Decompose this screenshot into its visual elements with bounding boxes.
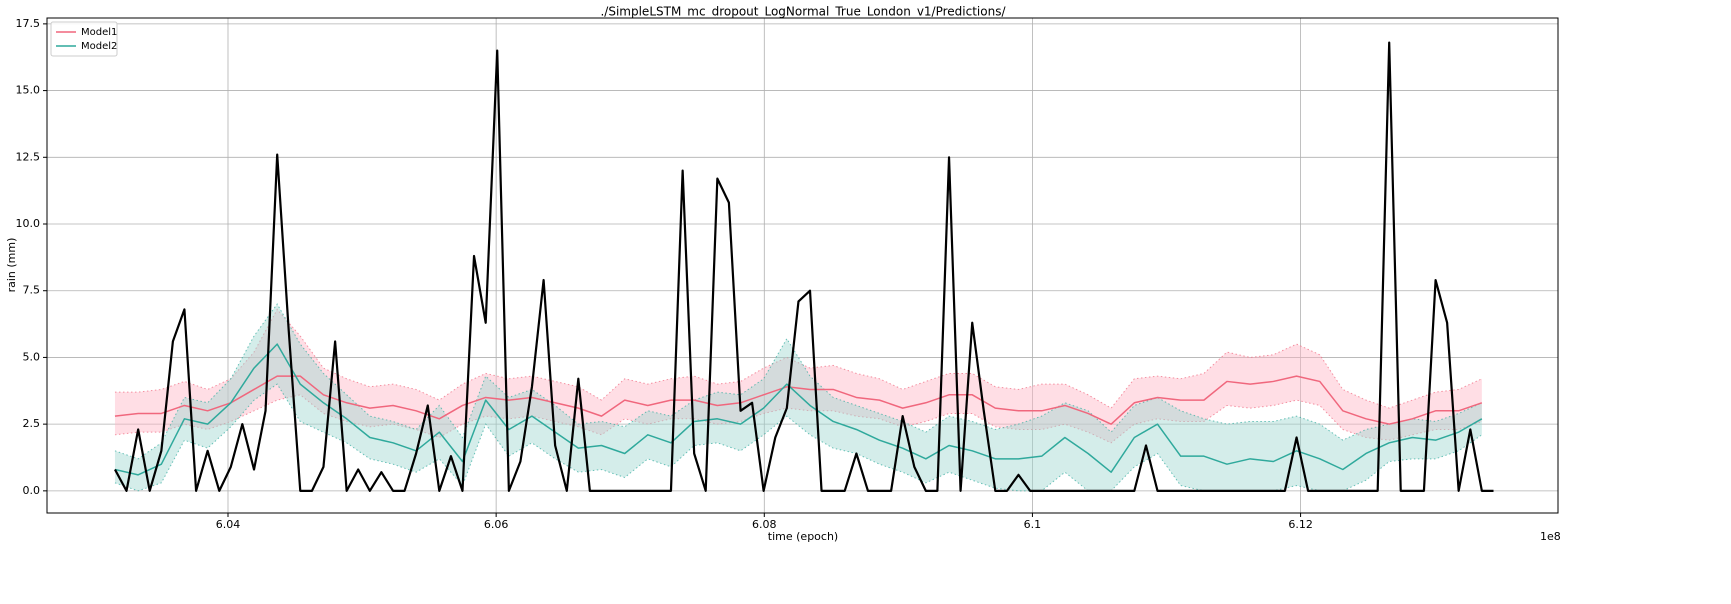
y-tick-label: 10.0 xyxy=(16,217,41,230)
y-tick-label: 12.5 xyxy=(16,150,41,163)
band-lower-edge xyxy=(114,394,1483,444)
model-line xyxy=(114,343,1483,476)
y-tick-label: 5.0 xyxy=(23,350,41,363)
x-offset-label: 1e8 xyxy=(1540,530,1561,543)
legend-box xyxy=(50,21,118,57)
x-tick-label: 6.06 xyxy=(484,518,509,531)
y-tick-label: 0.0 xyxy=(23,484,41,497)
uncertainty-band xyxy=(114,304,1482,491)
x-tick-label: 6.12 xyxy=(1288,518,1313,531)
x-axis-label: time (epoch) xyxy=(768,530,838,543)
legend-label: Model2 xyxy=(81,41,117,52)
y-tick-label: 2.5 xyxy=(23,417,41,430)
chart-title: ./SimpleLSTM_mc_dropout_LogNormal_True_L… xyxy=(600,5,1006,19)
x-tick-label: 6.1 xyxy=(1024,518,1042,531)
model-line xyxy=(114,375,1483,425)
legend-label: Model1 xyxy=(81,27,117,38)
x-tick-label: 6.04 xyxy=(216,518,241,531)
observed-line xyxy=(114,41,1494,492)
y-axis-label: rain (mm) xyxy=(5,238,18,293)
y-tick-label: 17.5 xyxy=(16,17,41,30)
y-tick-label: 7.5 xyxy=(23,284,41,297)
x-tick-label: 6.08 xyxy=(752,518,777,531)
y-tick-label: 15.0 xyxy=(16,84,41,97)
band-upper-edge xyxy=(114,308,1483,409)
plot-frame xyxy=(46,17,1559,514)
